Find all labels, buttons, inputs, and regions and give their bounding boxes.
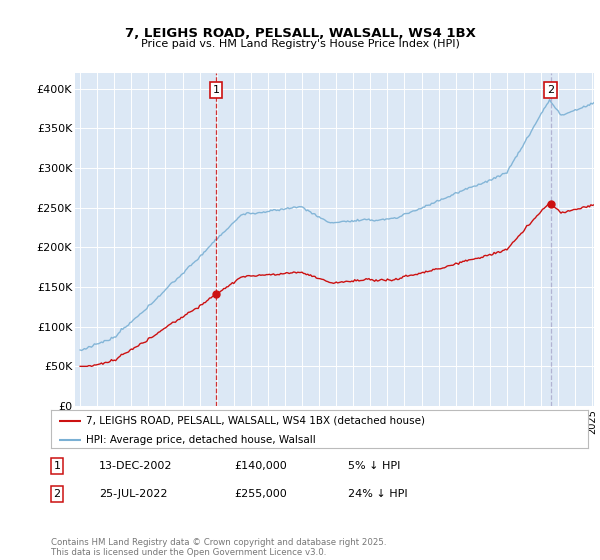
Text: 5% ↓ HPI: 5% ↓ HPI bbox=[348, 461, 400, 471]
Text: 13-DEC-2002: 13-DEC-2002 bbox=[99, 461, 173, 471]
Text: 7, LEIGHS ROAD, PELSALL, WALSALL, WS4 1BX: 7, LEIGHS ROAD, PELSALL, WALSALL, WS4 1B… bbox=[125, 27, 475, 40]
Text: 2: 2 bbox=[53, 489, 61, 499]
Text: £140,000: £140,000 bbox=[234, 461, 287, 471]
Text: £255,000: £255,000 bbox=[234, 489, 287, 499]
Text: 1: 1 bbox=[212, 85, 220, 95]
Text: 7, LEIGHS ROAD, PELSALL, WALSALL, WS4 1BX (detached house): 7, LEIGHS ROAD, PELSALL, WALSALL, WS4 1B… bbox=[86, 416, 425, 426]
Text: 25-JUL-2022: 25-JUL-2022 bbox=[99, 489, 167, 499]
Text: HPI: Average price, detached house, Walsall: HPI: Average price, detached house, Wals… bbox=[86, 435, 316, 445]
Text: Price paid vs. HM Land Registry's House Price Index (HPI): Price paid vs. HM Land Registry's House … bbox=[140, 39, 460, 49]
Text: 2: 2 bbox=[547, 85, 554, 95]
Text: 24% ↓ HPI: 24% ↓ HPI bbox=[348, 489, 407, 499]
Text: 1: 1 bbox=[53, 461, 61, 471]
Text: Contains HM Land Registry data © Crown copyright and database right 2025.
This d: Contains HM Land Registry data © Crown c… bbox=[51, 538, 386, 557]
